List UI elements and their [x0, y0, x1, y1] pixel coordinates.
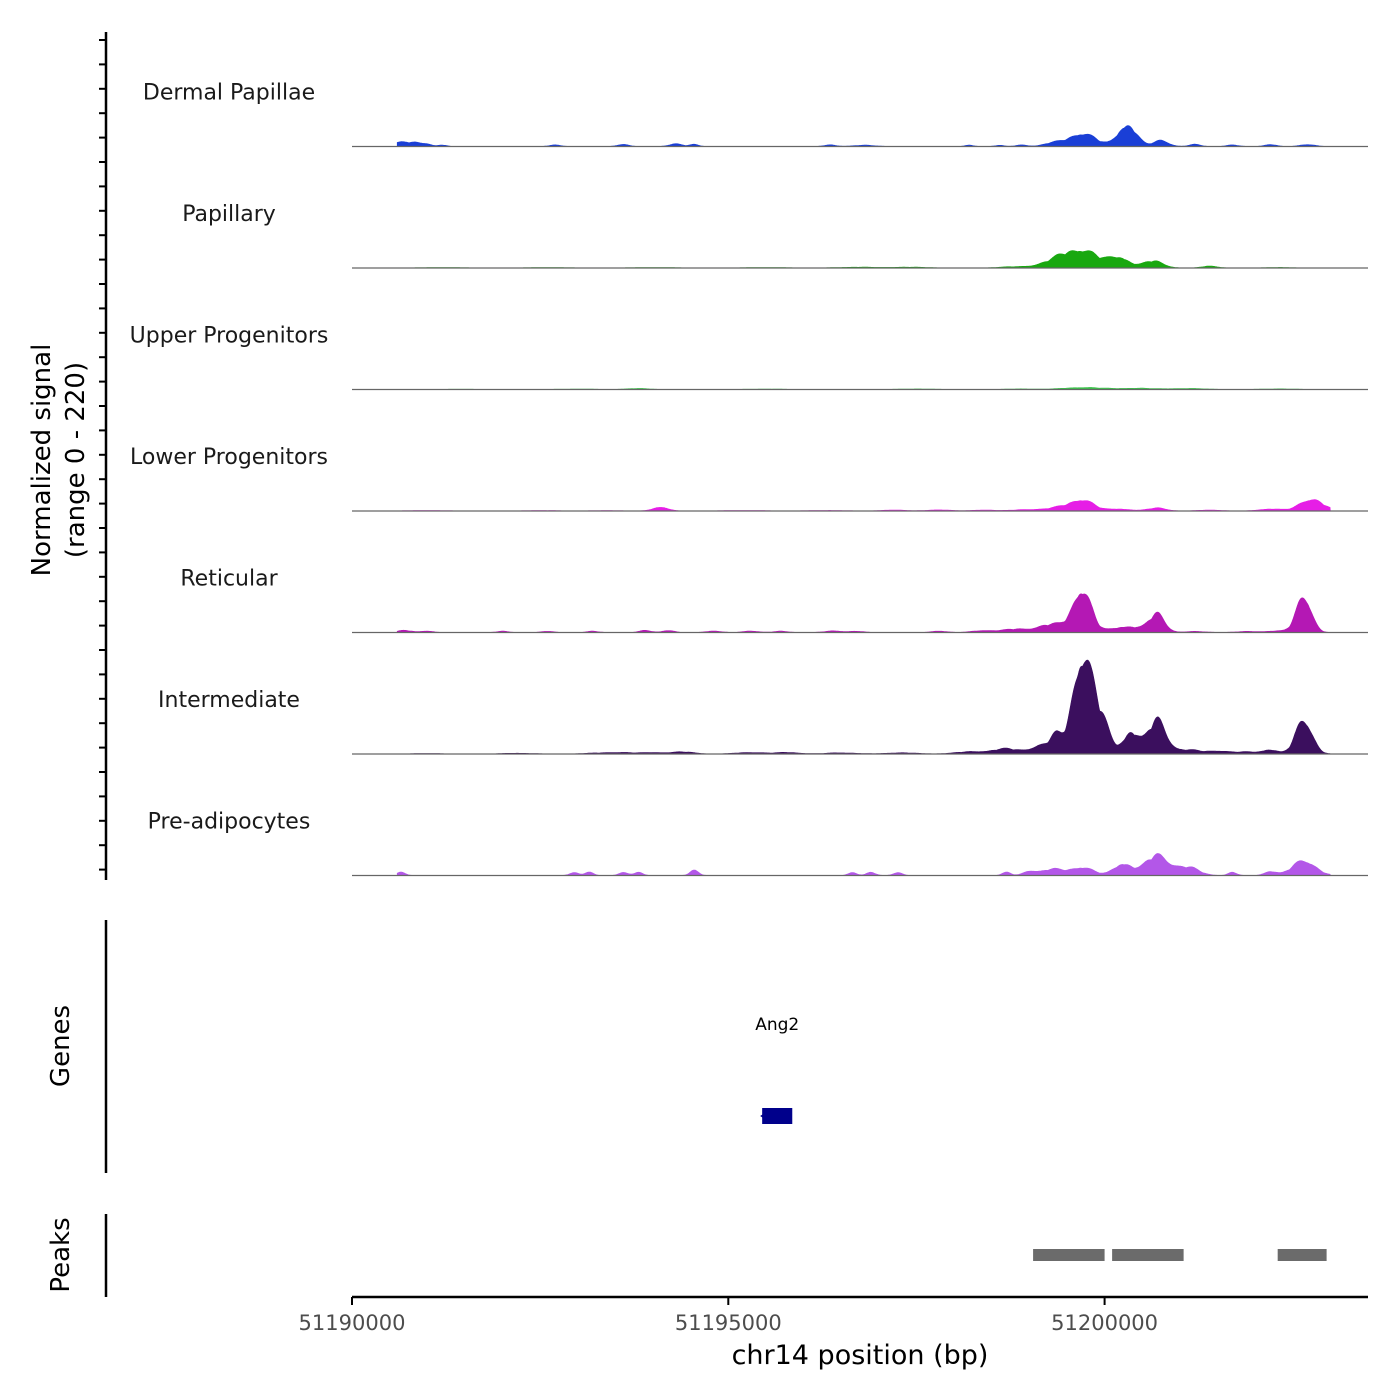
gene-body	[762, 1108, 793, 1124]
signal-area	[396, 125, 1331, 147]
track-label: Lower Progenitors	[130, 445, 328, 470]
y-axis-label-line2: (range 0 - 220)	[61, 362, 91, 558]
signal-area	[396, 853, 1331, 876]
signal-area	[396, 593, 1331, 633]
peak-bar	[1112, 1249, 1184, 1261]
peak-bar	[1277, 1249, 1327, 1261]
track-label: Reticular	[180, 567, 278, 592]
track-label: Intermediate	[158, 688, 300, 713]
gene-strand-arrow	[760, 1112, 767, 1120]
coverage-axis-ticks	[99, 39, 106, 871]
track-intermediate: Intermediate	[158, 659, 1368, 755]
track-upper-progenitors: Upper Progenitors	[130, 324, 1368, 391]
x-tick-label: 51200000	[1051, 1311, 1158, 1335]
track-label: Pre-adipocytes	[148, 810, 311, 835]
track-reticular: Reticular	[180, 567, 1368, 634]
peaks-axis-label: Peaks	[46, 1217, 76, 1292]
x-tick-label: 51190000	[299, 1311, 406, 1335]
track-dermal-papillae: Dermal Papillae	[143, 81, 1368, 148]
coverage-tracks: Dermal Papillae Papillary Upper Progenitor…	[130, 81, 1368, 877]
gene-annotations: Ang2	[755, 1015, 799, 1124]
x-axis-ticks: 51190000 51195000 51200000	[299, 1297, 1158, 1335]
signal-area	[396, 499, 1331, 512]
y-axis-label-line1: Normalized signal	[27, 344, 57, 577]
signal-area	[396, 250, 1331, 269]
peak-regions	[1033, 1249, 1327, 1261]
track-lower-progenitors: Lower Progenitors	[130, 445, 1368, 512]
track-label: Papillary	[182, 202, 276, 227]
peak-bar	[1033, 1249, 1105, 1261]
x-tick-label: 51195000	[675, 1311, 782, 1335]
genes-axis-label: Genes	[46, 1005, 76, 1087]
track-papillary: Papillary	[182, 202, 1368, 269]
gene-label: Ang2	[755, 1015, 799, 1035]
track-pre-adipocytes: Pre-adipocytes	[148, 810, 1368, 877]
x-axis-title: chr14 position (bp)	[732, 1340, 989, 1371]
signal-area	[396, 659, 1332, 755]
track-label: Dermal Papillae	[143, 81, 315, 106]
track-label: Upper Progenitors	[130, 324, 329, 349]
